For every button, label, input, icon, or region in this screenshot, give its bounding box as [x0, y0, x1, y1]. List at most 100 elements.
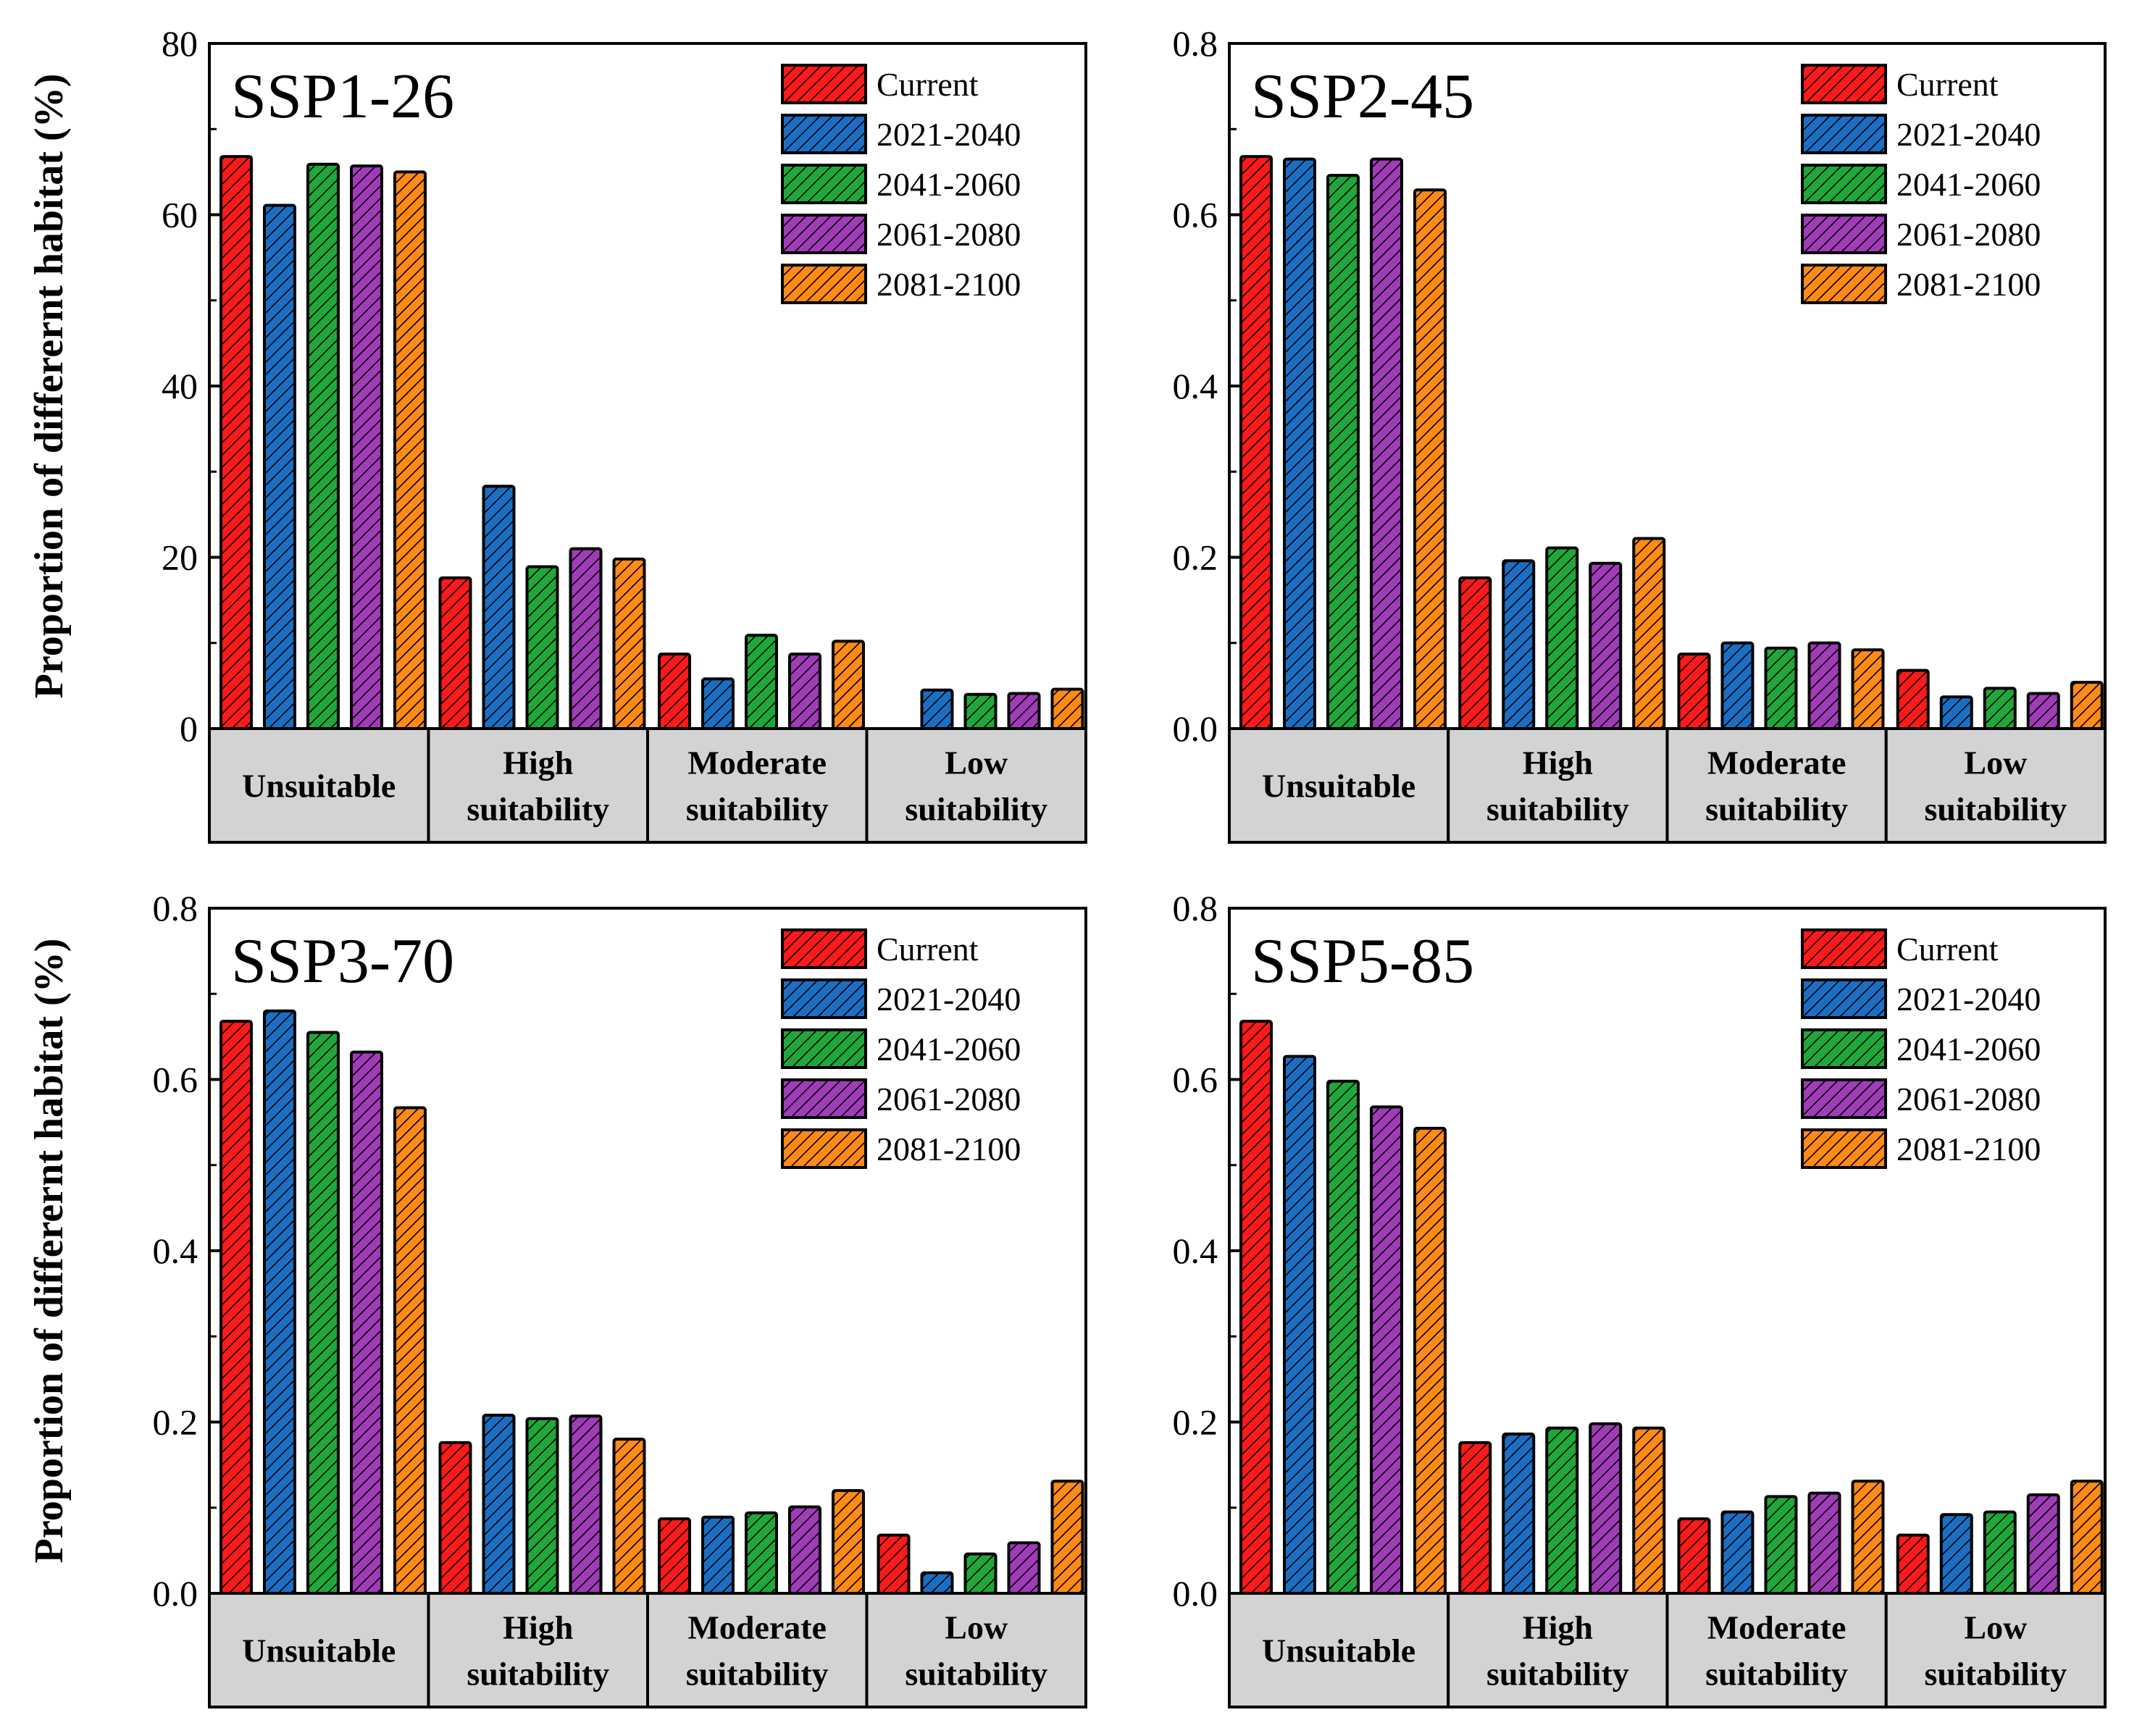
legend-swatch: [781, 164, 867, 204]
legend-label: 2041-2060: [877, 166, 1021, 203]
legend-swatch: [781, 1078, 867, 1119]
bar: [1326, 1079, 1360, 1595]
y-tick-label: 20: [162, 537, 198, 578]
category-box: [1884, 1592, 2107, 1708]
legend-label: 2041-2060: [1896, 1031, 2041, 1068]
bar: [350, 164, 383, 731]
chart-panel-3: 0.0 0.2 0.4 0.6 0.8 SSP3-70 Unsuitable High suit…: [153, 888, 1087, 1708]
bar: [525, 1417, 559, 1595]
y-tick-label: 0.8: [1173, 23, 1218, 64]
legend-label: Current: [1896, 931, 1999, 968]
bar: [569, 547, 603, 730]
bar: [1413, 1126, 1447, 1595]
category-label: Moderate: [1707, 745, 1846, 781]
panel-title: SSP5-85: [1251, 926, 1474, 997]
chart-panel-2: 0.0 0.2 0.4 0.6 0.8 SSP2-45 Unsuitable High suit…: [1173, 23, 2107, 844]
bar: [963, 1552, 997, 1595]
category-label: suitability: [1486, 791, 1629, 828]
y-tick-label: 0.2: [153, 1402, 198, 1443]
category-label: High: [503, 1609, 573, 1646]
category-label: Moderate: [687, 745, 827, 781]
legend-swatch: [1801, 978, 1887, 1019]
bar: [2070, 681, 2104, 731]
bar: [612, 557, 646, 730]
bar: [1239, 1020, 1273, 1595]
category-label: Unsuitable: [242, 768, 396, 805]
y-axis-label: Proportion of differernt habitat (%): [27, 939, 72, 1564]
legend-label: 2061-2080: [1896, 1081, 2041, 1118]
bar: [920, 1571, 954, 1595]
category-box: [1447, 1592, 1669, 1708]
bar: [1007, 1541, 1041, 1595]
legend-swatch: [781, 64, 867, 104]
y-tick-label: 0.8: [1173, 888, 1218, 928]
y-tick-label: 0: [180, 708, 198, 749]
category-box: [1228, 727, 1450, 844]
bar: [1458, 576, 1492, 730]
y-tick-label: 0.6: [1173, 195, 1218, 235]
category-box: [1884, 727, 2107, 844]
category-label: suitability: [905, 1656, 1047, 1693]
y-tick-label: 0.4: [1173, 1230, 1218, 1271]
category-label: Low: [1964, 745, 2027, 781]
category-label: High: [1523, 745, 1593, 781]
category-label: Unsuitable: [242, 1632, 396, 1669]
bar: [1807, 1491, 1841, 1595]
bar: [1413, 188, 1447, 730]
bar: [1983, 1510, 2017, 1595]
bar: [1764, 1495, 1798, 1595]
y-tick-label: 0.2: [1173, 1402, 1218, 1443]
legend-swatch: [781, 1028, 867, 1069]
y-tick-label: 0.6: [1173, 1060, 1218, 1100]
legend-swatch: [1801, 64, 1887, 104]
bar: [1896, 668, 1930, 731]
bar: [1939, 1513, 1973, 1595]
bar: [1720, 1510, 1754, 1595]
bar: [1050, 687, 1084, 730]
legend-label: 2081-2100: [877, 1131, 1021, 1167]
category-box: [208, 727, 430, 844]
legend-swatch: [1801, 928, 1887, 969]
bar: [482, 485, 516, 730]
legend-label: Current: [877, 66, 979, 103]
legend-swatch: [781, 264, 867, 304]
chart-panel-1: 0 20 40 60 80 SSP1-26 Unsuitable High suitabilit…: [162, 23, 1087, 844]
legend-label: 2041-2060: [877, 1031, 1021, 1068]
category-label: suitability: [1705, 791, 1848, 828]
category-label: Moderate: [687, 1609, 827, 1646]
bar: [438, 576, 472, 730]
legend-swatch: [1801, 214, 1887, 254]
category-label: suitability: [905, 791, 1047, 828]
bar: [745, 634, 778, 730]
y-tick-label: 0.4: [1173, 366, 1218, 406]
category-label: Low: [945, 745, 1008, 781]
y-tick-label: 0.8: [153, 888, 198, 928]
y-tick-label: 0.0: [1173, 708, 1218, 749]
legend-swatch: [781, 1128, 867, 1169]
bar: [1896, 1533, 1930, 1595]
legend-label: 2081-2100: [1896, 266, 2041, 303]
bar: [525, 565, 559, 730]
bar: [1502, 1433, 1536, 1595]
bar: [1983, 687, 2017, 730]
category-label: suitability: [1486, 1656, 1629, 1693]
bar: [1545, 1426, 1579, 1595]
bar: [1326, 174, 1360, 731]
category-label: suitability: [686, 1656, 829, 1693]
category-label: suitability: [1924, 1656, 2067, 1693]
bar: [1677, 653, 1711, 730]
bar: [1370, 157, 1403, 730]
bar: [1007, 692, 1041, 731]
legend-label: 2081-2100: [1896, 1131, 2041, 1167]
bar: [832, 1489, 865, 1595]
legend-swatch: [781, 214, 867, 254]
bar: [263, 1009, 296, 1595]
category-box: [646, 1592, 869, 1708]
legend-swatch: [1801, 164, 1887, 204]
bar: [1720, 641, 1754, 730]
bar: [219, 1020, 253, 1595]
category-label: Unsuitable: [1262, 768, 1415, 805]
bar: [658, 653, 691, 730]
bar: [1545, 546, 1579, 730]
